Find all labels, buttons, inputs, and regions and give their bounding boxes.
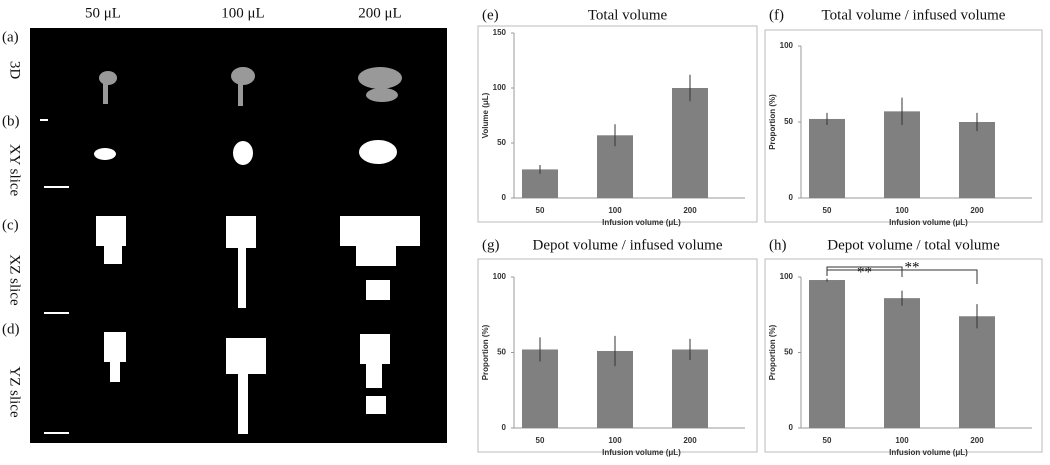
x-axis-label: Infusion volume (μL) (602, 218, 681, 227)
y-axis-label: Proportion (%) (768, 324, 777, 380)
panel-label: (e) (482, 7, 499, 23)
x-tick-label: 100 (895, 206, 909, 215)
chart-frame (764, 29, 1043, 223)
x-axis-label: Infusion volume (μL) (602, 448, 681, 457)
x-axis-label: Infusion volume (μL) (889, 448, 968, 457)
row-label: (d) (2, 321, 20, 337)
x-axis-label: Infusion volume (μL) (889, 218, 968, 227)
x-tick-label: 100 (895, 436, 909, 445)
significance-bracket (826, 269, 978, 284)
row-name: 3D (7, 61, 23, 80)
chart-title: Depot volume / infused volume (533, 237, 723, 253)
row-label: (a) (2, 29, 19, 45)
bar (522, 169, 558, 198)
chart-frame (764, 258, 1043, 453)
column-header: 50 μL (85, 5, 121, 21)
bar (959, 316, 995, 428)
bar (809, 118, 845, 198)
row-label: (b) (2, 113, 20, 129)
x-tick-label: 100 (608, 436, 622, 445)
chart-title: Total volume / infused volume (822, 7, 1006, 23)
y-tick-label: 100 (780, 272, 794, 281)
significance-label: ** (857, 264, 872, 280)
bar (959, 122, 995, 198)
bar (884, 111, 920, 198)
y-tick-label: 0 (502, 423, 507, 432)
y-tick-label: 100 (493, 272, 507, 281)
scale-bars (40, 119, 69, 434)
y-axis-label: Proportion (%) (768, 94, 777, 150)
x-tick-label: 50 (823, 206, 832, 215)
y-tick-label: 0 (502, 193, 507, 202)
column-header: 200 μL (358, 5, 401, 21)
bar (522, 349, 558, 428)
bar (884, 298, 920, 428)
column-header: 100 μL (221, 5, 264, 21)
y-tick-label: 50 (497, 138, 506, 147)
significance-label: ** (905, 259, 920, 275)
y-tick-label: 50 (784, 348, 793, 357)
y-tick-label: 50 (784, 117, 793, 126)
row-name: XY slice (7, 144, 23, 197)
y-tick-label: 0 (789, 423, 794, 432)
x-tick-label: 200 (970, 206, 984, 215)
chart-frame (477, 25, 758, 223)
bar (672, 349, 708, 428)
x-tick-label: 200 (970, 436, 984, 445)
chart-title: Depot volume / total volume (827, 237, 1000, 253)
y-tick-label: 50 (497, 348, 506, 357)
x-tick-label: 200 (683, 436, 697, 445)
image-blobs (94, 67, 420, 434)
panel-label: (g) (482, 237, 500, 253)
x-tick-label: 100 (608, 206, 622, 215)
y-tick-label: 100 (780, 41, 794, 50)
panel-label: (f) (769, 7, 784, 23)
x-tick-label: 50 (823, 436, 832, 445)
y-tick-label: 0 (789, 193, 794, 202)
y-axis-label: Volume (μL) (481, 92, 490, 138)
panel-label: (h) (769, 237, 787, 253)
x-tick-label: 200 (683, 206, 697, 215)
chart-frame (477, 258, 758, 453)
y-axis-label: Proportion (%) (481, 324, 490, 380)
row-name: YZ slice (7, 366, 23, 418)
row-label: (c) (2, 217, 19, 233)
x-tick-label: 50 (536, 436, 545, 445)
bar (672, 88, 708, 198)
row-name: XZ slice (7, 254, 23, 306)
chart-title: Total volume (588, 7, 668, 23)
bar (809, 280, 845, 428)
x-tick-label: 50 (536, 206, 545, 215)
y-tick-label: 100 (493, 83, 507, 92)
y-tick-label: 150 (493, 28, 507, 37)
